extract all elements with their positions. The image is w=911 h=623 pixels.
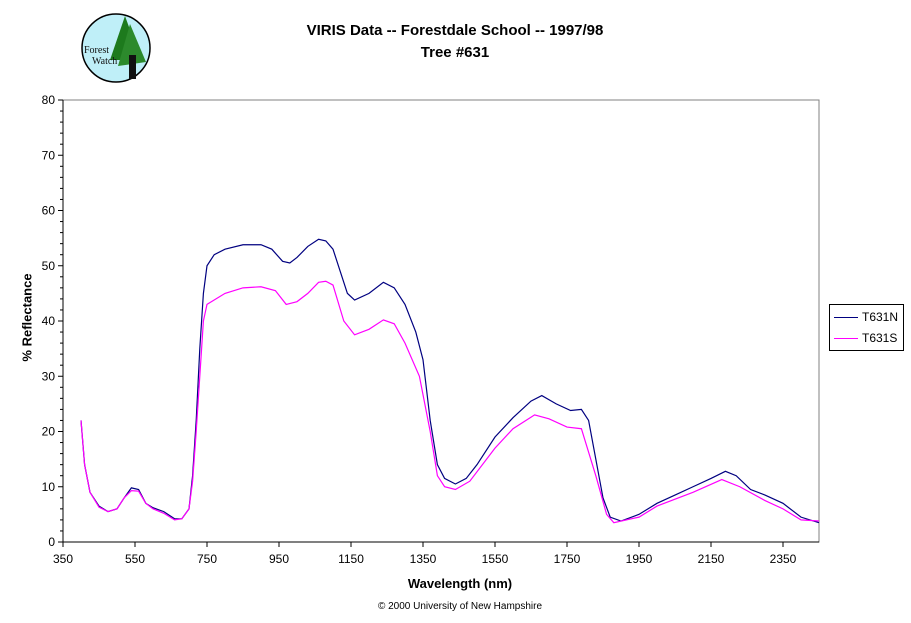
copyright-footer: © 2000 University of New Hampshire [377, 601, 543, 612]
legend-swatch [834, 316, 858, 318]
y-axis-label: % Reflectance [19, 273, 35, 362]
x-tick-label: 750 [197, 552, 217, 566]
x-tick-label: 350 [53, 552, 73, 566]
series-line-t631n [80, 238, 820, 524]
x-tick-label: 1350 [410, 552, 437, 566]
x-tick-label: 2150 [698, 552, 725, 566]
y-tick-label: 0 [48, 535, 55, 549]
x-tick-label: 1750 [554, 552, 581, 566]
x-axis-label: Wavelength (nm) [407, 576, 513, 591]
series-line-t631s [80, 280, 820, 524]
y-tick-label: 80 [42, 93, 56, 107]
x-tick-label: 950 [269, 552, 289, 566]
plot-frame [62, 99, 820, 543]
x-tick-label: 2350 [770, 552, 797, 566]
y-tick-label: 60 [42, 204, 56, 218]
x-tick-label: 1950 [626, 552, 653, 566]
chart-subtitle: Tree #631 [420, 44, 490, 61]
legend-item-t631n: T631N [834, 309, 898, 325]
x-tick-label: 550 [125, 552, 145, 566]
chart-title: VIRIS Data -- Forestdale School -- 1997/… [306, 22, 604, 39]
legend-item-t631s: T631S [834, 330, 897, 346]
y-tick-label: 20 [42, 425, 56, 439]
legend-label: T631N [862, 310, 899, 324]
y-tick-label: 40 [42, 314, 56, 328]
legend: T631N T631S [829, 304, 904, 351]
legend-label: T631S [862, 331, 898, 345]
y-tick-label: 10 [42, 480, 56, 494]
y-tick-label: 30 [42, 369, 56, 383]
y-tick-label: 70 [42, 148, 56, 162]
x-tick-label: 1550 [482, 552, 509, 566]
y-tick-label: 50 [42, 259, 56, 273]
x-tick-label: 1150 [338, 552, 364, 566]
legend-swatch [834, 337, 858, 339]
